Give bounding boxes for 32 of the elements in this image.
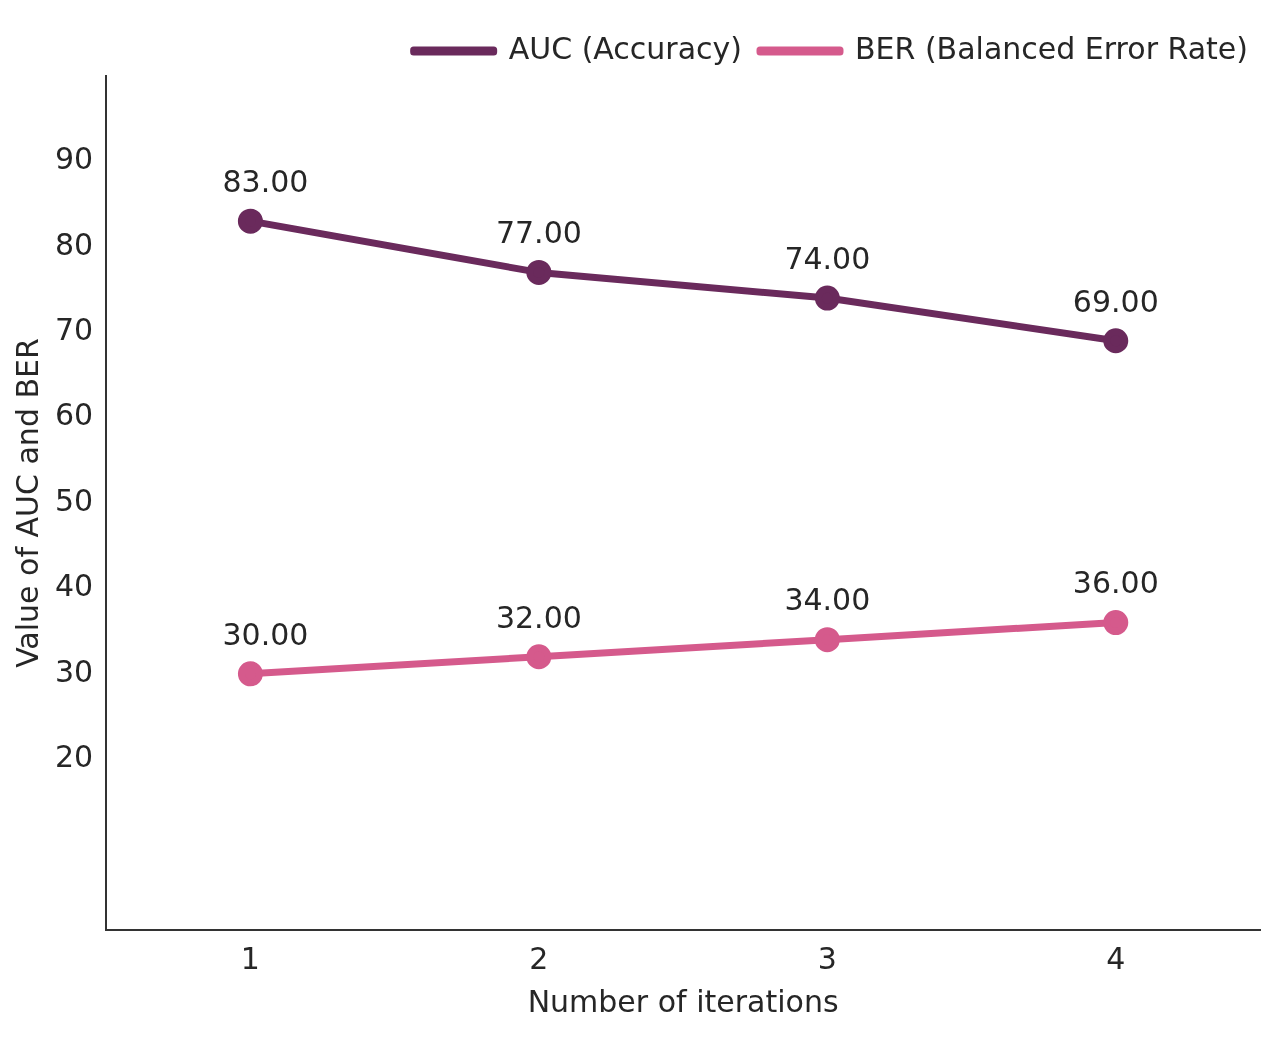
point bbox=[237, 208, 263, 234]
y-tick-label: 70 bbox=[54, 312, 94, 347]
y-tick-label: 40 bbox=[54, 568, 94, 604]
data-label: 34.00 bbox=[784, 582, 871, 618]
point bbox=[814, 627, 840, 653]
x-tick-label: 1 bbox=[240, 940, 260, 976]
y-tick-label: 80 bbox=[54, 226, 94, 262]
legend-label: AUC (Accuracy) bbox=[508, 30, 743, 66]
x-tick-label: 4 bbox=[1106, 940, 1126, 976]
y-tick-label: 20 bbox=[54, 739, 94, 774]
y-tick-label: 90 bbox=[54, 141, 94, 177]
point bbox=[237, 661, 263, 687]
data-label: 74.00 bbox=[784, 240, 871, 276]
point bbox=[1103, 610, 1129, 636]
point bbox=[814, 285, 840, 311]
data-label: 83.00 bbox=[222, 163, 309, 199]
x-tick-label: 2 bbox=[529, 940, 549, 976]
legend-label: BER (Balanced Error Rate) bbox=[855, 30, 1249, 66]
y-tick-label: 30 bbox=[54, 653, 94, 689]
point bbox=[526, 644, 552, 670]
point bbox=[1103, 328, 1129, 354]
y-axis-title: Value of AUC and BER bbox=[9, 338, 45, 668]
data-label: 30.00 bbox=[222, 616, 309, 652]
y-tick-label: 50 bbox=[54, 482, 94, 518]
data-label: 32.00 bbox=[495, 599, 582, 635]
x-tick-label: 3 bbox=[817, 940, 837, 976]
data-label: 69.00 bbox=[1072, 283, 1159, 319]
y-tick-label: 60 bbox=[54, 397, 94, 433]
data-label: 77.00 bbox=[495, 215, 582, 251]
x-axis-title: Number of iterations bbox=[527, 983, 839, 1019]
point bbox=[526, 259, 552, 285]
data-label: 36.00 bbox=[1072, 565, 1159, 601]
